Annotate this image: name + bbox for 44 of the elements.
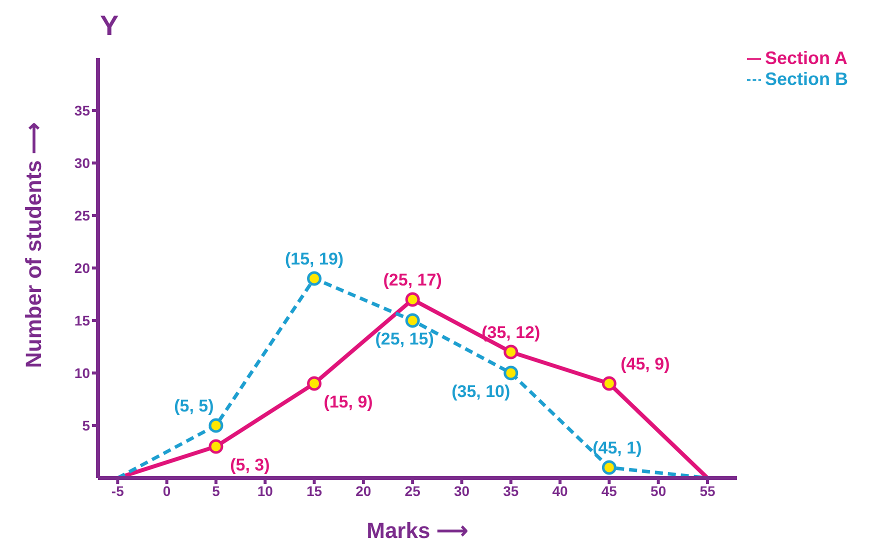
x-tick-label: 50	[650, 482, 666, 499]
data-label: (15, 9)	[324, 392, 373, 412]
text: Y	[100, 10, 119, 42]
point	[307, 271, 322, 286]
y-tick-label: 15	[74, 312, 90, 328]
x-tick-label: 25	[404, 482, 421, 499]
data-label: (5, 3)	[230, 456, 270, 474]
point	[208, 418, 224, 433]
data-label: (35, 10)	[452, 382, 510, 401]
x-axis-title: Marks ⟶	[366, 518, 468, 543]
y-tick-label: 30	[74, 154, 90, 171]
legend-label: Section B	[764, 69, 848, 89]
point	[405, 313, 420, 328]
point	[307, 376, 322, 391]
point	[602, 376, 616, 391]
y-tick-label: 20	[74, 260, 90, 276]
x-tick-label: 10	[257, 482, 274, 499]
point	[602, 460, 616, 475]
x-tick-label: 30	[454, 482, 470, 499]
data-label: (45, 9)	[620, 354, 670, 374]
legend-label: Section A	[764, 48, 848, 68]
x-tick-label: 55	[700, 482, 716, 499]
x-tick-label: 20	[356, 482, 372, 499]
y-tick-label: 10	[74, 364, 90, 381]
data-label: (45, 1)	[592, 438, 642, 458]
x-tick-label: 45	[601, 482, 618, 499]
point	[504, 366, 518, 380]
y-tick-label: 35	[74, 102, 90, 118]
data-label: (25, 15)	[375, 330, 434, 348]
x-tick-label: 35	[503, 482, 519, 499]
point	[405, 292, 420, 307]
y-axis-title: Number of students ⟶	[20, 122, 46, 368]
point	[504, 344, 518, 360]
point	[208, 439, 224, 454]
x-tick-label: -5	[111, 482, 124, 499]
x-tick-label: 40	[552, 482, 568, 499]
data-label: (25, 17)	[383, 270, 442, 290]
x-tick-label: 0	[162, 482, 171, 499]
data-label: (5, 5)	[174, 396, 214, 416]
data-label: (15, 19)	[284, 250, 344, 268]
x-tick-label: 5	[212, 482, 220, 499]
y-tick-label: 25	[74, 207, 90, 224]
x-tick-label: 15	[306, 482, 322, 499]
y-tick-label: 5	[82, 417, 90, 434]
